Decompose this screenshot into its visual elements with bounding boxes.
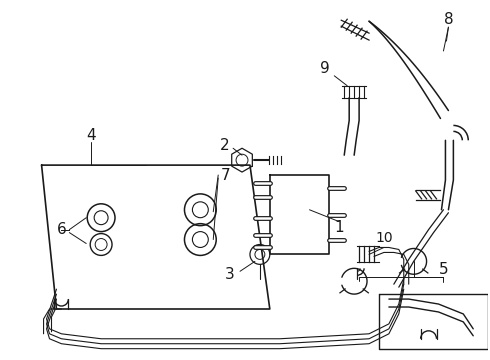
Text: 2: 2 bbox=[220, 138, 230, 153]
Text: 9: 9 bbox=[319, 61, 329, 76]
Text: 1: 1 bbox=[335, 220, 344, 235]
Text: 10: 10 bbox=[375, 230, 392, 244]
Text: 5: 5 bbox=[439, 262, 448, 277]
Text: 7: 7 bbox=[220, 167, 230, 183]
Text: 6: 6 bbox=[56, 222, 66, 237]
Text: 8: 8 bbox=[443, 12, 453, 27]
Text: 4: 4 bbox=[86, 128, 96, 143]
Text: 3: 3 bbox=[225, 267, 235, 282]
